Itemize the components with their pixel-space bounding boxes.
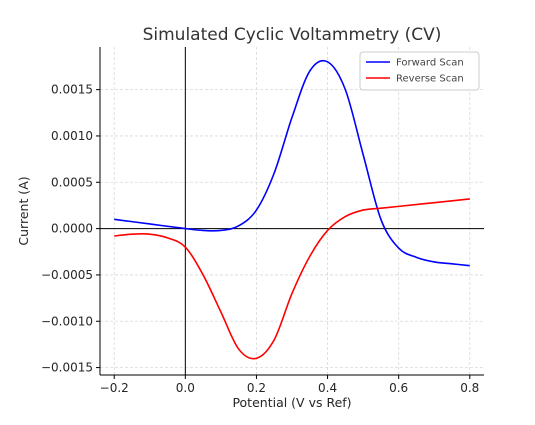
y-tick-label: 0.0005 bbox=[51, 175, 93, 189]
series-line-forward-scan bbox=[114, 59, 470, 267]
axes-frame bbox=[99, 47, 484, 376]
y-axis-title: Current (A) bbox=[16, 176, 31, 245]
series-line-reverse-scan bbox=[114, 198, 470, 360]
legend-label: Reverse Scan bbox=[396, 74, 464, 85]
x-tick-label: 0.4 bbox=[318, 381, 337, 395]
y-tick-label: −0.0010 bbox=[41, 314, 93, 328]
x-tick-label: 0.6 bbox=[389, 381, 408, 395]
legend: Forward Scan Reverse Scan bbox=[359, 51, 480, 91]
grid bbox=[100, 47, 484, 375]
x-axis-title: Potential (V vs Ref) bbox=[232, 395, 351, 410]
x-tick-label: −0.2 bbox=[100, 381, 129, 395]
y-tick-label: 0.0010 bbox=[51, 129, 93, 143]
y-tick-label: 0.0000 bbox=[51, 222, 93, 236]
zero-lines bbox=[100, 47, 484, 375]
y-tick-label: −0.0005 bbox=[41, 268, 93, 282]
chart-title: Simulated Cyclic Voltammetry (CV) bbox=[143, 25, 442, 45]
series-lines bbox=[114, 59, 470, 360]
y-tick-label: 0.0015 bbox=[51, 83, 93, 97]
x-tick-label: 0.2 bbox=[247, 381, 266, 395]
legend-label: Forward Scan bbox=[396, 58, 464, 69]
y-tick-label: −0.0015 bbox=[41, 361, 93, 375]
x-tick-label: 0.8 bbox=[460, 381, 479, 395]
ticks: −0.2 0.0 0.2 0.4 0.6 0.8 −0.0015 −0.0010 −0.0005… bbox=[41, 83, 479, 395]
x-tick-label: 0.0 bbox=[176, 381, 195, 395]
